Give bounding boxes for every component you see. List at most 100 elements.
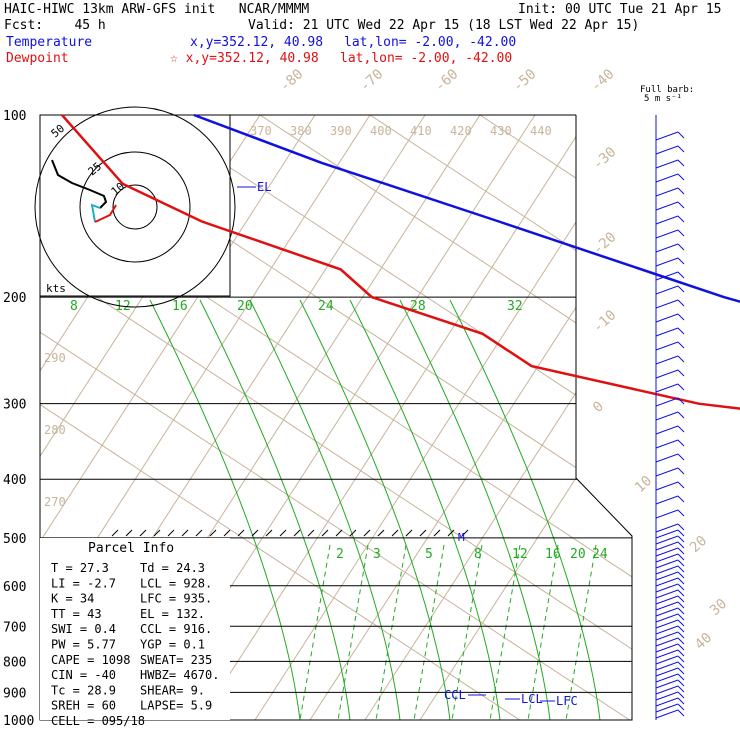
isotherm-label: -10 <box>590 307 620 336</box>
mixing-ratio-label: 3 <box>373 547 381 562</box>
wind-barb <box>655 327 679 337</box>
pressure-label: 500 <box>3 532 26 547</box>
wind-barb <box>655 667 679 677</box>
hatch-mark <box>307 529 315 537</box>
wind-barb-flag <box>677 271 685 279</box>
mixing-ratio-label: 16 <box>545 547 561 562</box>
sounding-traces: EL CCL LCL LFC M <box>61 113 740 708</box>
wind-barb <box>655 595 679 605</box>
wind-barb-flag <box>677 559 685 567</box>
wind-barb <box>655 523 679 533</box>
isotherm-line <box>700 115 740 720</box>
wind-barb <box>655 467 679 477</box>
pressure-label: 400 <box>3 473 26 488</box>
parcel-value: LAPSE= 5.9 <box>140 699 212 713</box>
parcel-value: T = 27.3 <box>51 561 109 575</box>
wind-barb-flag <box>677 285 685 293</box>
wind-barb <box>655 655 679 665</box>
hatch-mark <box>321 529 329 537</box>
wind-barb <box>655 159 679 169</box>
wind-barb-flag <box>677 667 685 675</box>
isotherm-label: -30 <box>590 144 620 173</box>
mixing-ratio-line <box>337 544 369 720</box>
hatch-mark <box>391 529 399 537</box>
hatch-mark <box>419 529 427 537</box>
moist-adiabat-line <box>299 299 451 720</box>
wind-barb-flag <box>677 159 685 167</box>
wind-barb-flag <box>677 257 685 265</box>
wind-barb <box>655 547 679 557</box>
moist-adiabat-line <box>399 299 551 720</box>
isotherm-label: -40 <box>588 66 618 95</box>
wind-barb-flag <box>677 529 685 537</box>
isotherm-line <box>40 115 632 720</box>
moist-adiabat-line <box>199 299 351 720</box>
wind-barb <box>655 145 679 155</box>
pressure-label: 100 <box>3 109 26 124</box>
wind-barb <box>655 673 679 683</box>
mixing-ratio-label: 20 <box>570 547 586 562</box>
wind-barb <box>655 685 679 695</box>
wind-barb-flag <box>677 425 685 433</box>
lcl-label: LCL <box>521 692 543 706</box>
wind-barb <box>655 631 679 641</box>
mixing-ratio-label: 2 <box>336 547 344 562</box>
hodograph-box <box>39 114 231 297</box>
wind-barb <box>655 583 679 593</box>
isotherm-line <box>369 115 632 720</box>
theta-label: 420 <box>450 124 472 138</box>
wind-barb <box>655 649 679 659</box>
parcel-value: YGP = 0.1 <box>140 638 205 652</box>
parcel-box <box>40 538 230 720</box>
wind-barb-flag <box>677 613 685 621</box>
dewpoint-legend: Dewpoint <box>6 51 69 66</box>
wind-barb-flag <box>677 467 685 475</box>
wind-barb-flag <box>677 243 685 251</box>
isotherm-line <box>589 115 632 720</box>
wind-barb-flag <box>677 589 685 597</box>
hatch-mark <box>195 529 203 537</box>
wind-barb-flag <box>677 201 685 209</box>
valid-time: Valid: 21 UTC Wed 22 Apr 15 (18 LST Wed … <box>248 18 640 33</box>
wind-barb-flag <box>677 383 685 391</box>
parcel-value: CELL = 095/18 <box>51 714 145 728</box>
parcel-value: CAPE = 1098 <box>51 653 130 667</box>
lfc-label: LFC <box>556 694 578 708</box>
mixing-ratio-label: 8 <box>474 547 482 562</box>
isotherm-label: -80 <box>277 66 307 95</box>
wind-barb <box>655 589 679 599</box>
theta-label: 400 <box>370 124 392 138</box>
hatch-mark <box>461 529 469 537</box>
mixing-ratio-label: 16 <box>172 299 188 314</box>
mixing-ratio-line <box>413 544 445 720</box>
wind-barb-flag <box>677 215 685 223</box>
wind-barb <box>655 271 679 281</box>
wind-barb <box>655 529 679 539</box>
wind-barb <box>655 341 679 351</box>
wind-barb-flag <box>677 697 685 705</box>
mixing-ratio-line <box>299 544 331 720</box>
wind-barb <box>655 691 679 701</box>
wind-barb-flag <box>677 679 685 687</box>
pressure-label: 600 <box>3 580 26 595</box>
pressure-label: 1000 <box>3 714 34 729</box>
hatch-mark <box>335 529 343 537</box>
wind-barb-flag <box>677 619 685 627</box>
wind-barb-flag <box>677 673 685 681</box>
mixing-ratio-line <box>489 544 521 720</box>
wind-barb-flag <box>677 523 685 531</box>
hatch-mark <box>447 529 455 537</box>
wind-barb <box>655 625 679 635</box>
hatch-mark <box>293 529 301 537</box>
wind-barb-flag <box>677 649 685 657</box>
hodograph-ring <box>112 184 158 230</box>
adiabat-line <box>364 115 632 720</box>
wind-barb-flag <box>677 703 685 711</box>
wind-barb <box>655 565 679 575</box>
wind-barb-flag <box>677 341 685 349</box>
theta-label: 290 <box>44 351 66 365</box>
theta-label: 370 <box>250 124 272 138</box>
wind-barb-flag <box>677 565 685 573</box>
wind-barb <box>655 355 679 365</box>
wind-barb-flag <box>677 553 685 561</box>
